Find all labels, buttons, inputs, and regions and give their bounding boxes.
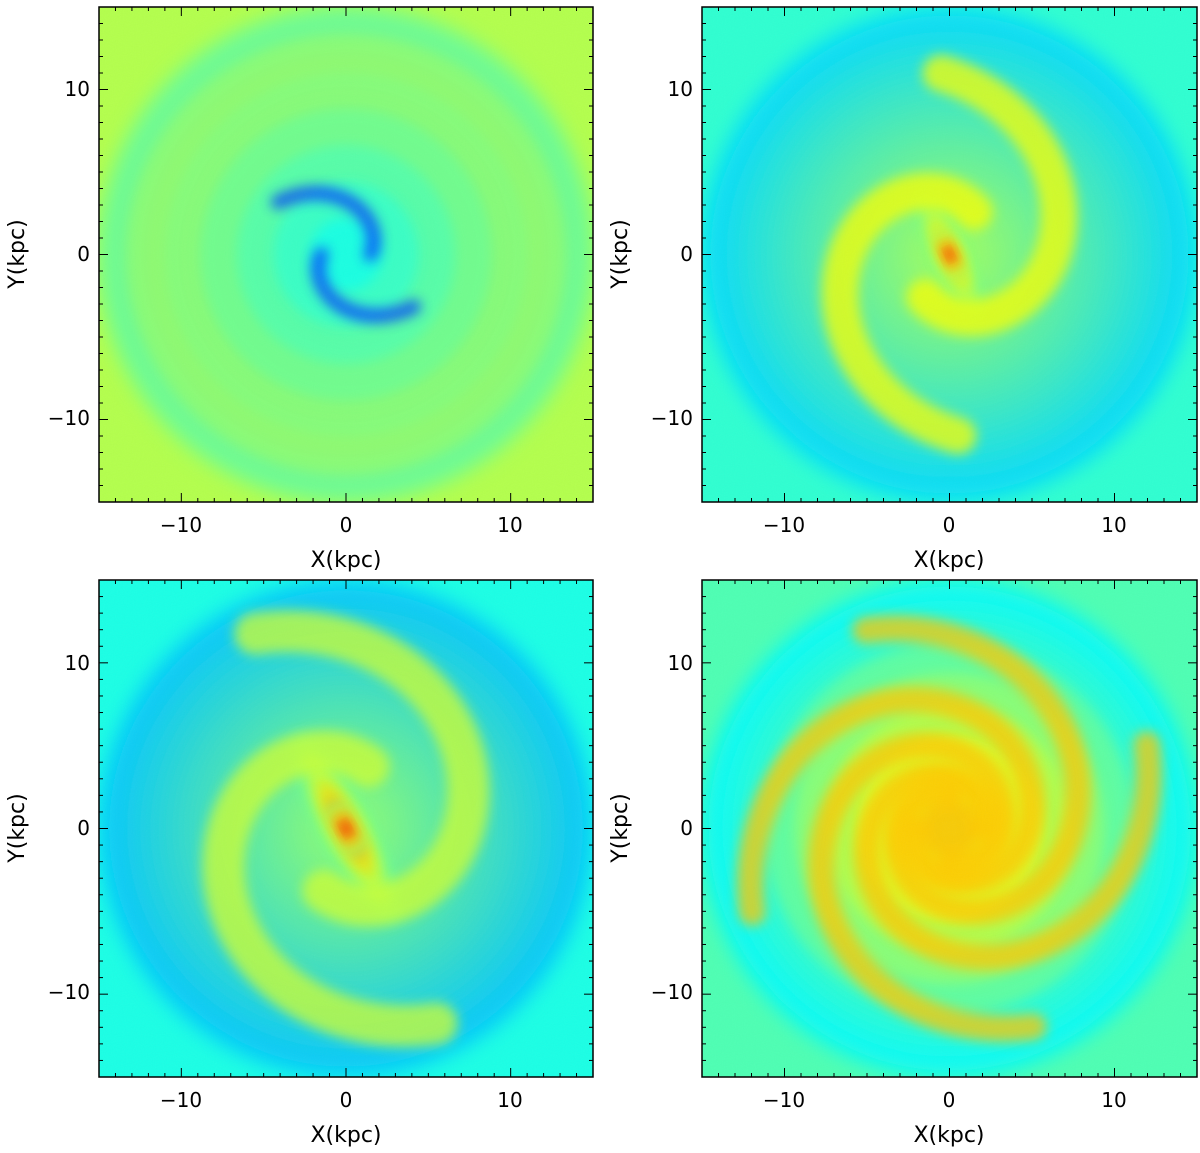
ticks-top-left [98, 6, 594, 503]
y-axis-label: Y(kpc) [608, 793, 633, 863]
y-axis-label: Y(kpc) [5, 219, 30, 289]
x-tick-label-10: 10 [1101, 1088, 1126, 1112]
panel-bottom-left: −10 0 10 10 0 −10 X(kpc) Y(kpc) [5, 579, 594, 1148]
x-axis-label: X(kpc) [913, 548, 984, 573]
x-tick-label-10: 10 [497, 513, 522, 537]
x-tick-label-0: 0 [340, 1088, 353, 1112]
x-tick-label-minus10: −10 [763, 1088, 805, 1112]
y-tick-label-0: 0 [77, 816, 90, 840]
ticks-top-right [701, 6, 1198, 503]
x-tick-label-minus10: −10 [160, 1088, 202, 1112]
panel-bottom-right: −10 0 10 10 0 −10 X(kpc) Y(kpc) [608, 579, 1198, 1148]
noise-overlay [99, 580, 593, 1077]
x-tick-label-minus10: −10 [160, 513, 202, 537]
x-tick-label-10: 10 [1101, 513, 1126, 537]
x-tick-label-10: 10 [497, 1088, 522, 1112]
y-axis-label: Y(kpc) [608, 219, 633, 289]
x-tick-label-0: 0 [340, 513, 353, 537]
x-tick-label-minus10: −10 [763, 513, 805, 537]
y-tick-label-0: 0 [77, 242, 90, 266]
y-tick-label-minus10: −10 [48, 406, 90, 430]
y-tick-label-0: 0 [680, 816, 693, 840]
noise-overlay [702, 580, 1197, 1077]
heatmap-top-left [99, 7, 593, 502]
y-tick-label-10: 10 [668, 651, 693, 675]
y-axis-label: Y(kpc) [5, 793, 30, 863]
y-tick-label-minus10: −10 [651, 406, 693, 430]
heatmap-bottom-left [99, 580, 593, 1077]
heatmap-bottom-right [702, 580, 1197, 1077]
y-tick-label-minus10: −10 [651, 980, 693, 1004]
panel-top-right: −10 0 10 10 0 −10 X(kpc) Y(kpc) [608, 6, 1198, 573]
y-tick-label-0: 0 [680, 242, 693, 266]
x-axis-label: X(kpc) [310, 1123, 381, 1148]
noise-overlay [702, 7, 1197, 502]
y-tick-label-10: 10 [668, 77, 693, 101]
y-tick-label-minus10: −10 [48, 980, 90, 1004]
y-tick-label-10: 10 [65, 651, 90, 675]
heatmap-top-right [702, 7, 1197, 502]
y-tick-label-10: 10 [65, 77, 90, 101]
ticks-bottom-right [701, 579, 1198, 1078]
ticks-bottom-left [98, 579, 594, 1078]
panel-top-left: −10 0 10 10 0 −10 X(kpc) Y(kpc) [5, 6, 594, 573]
x-tick-label-0: 0 [943, 513, 956, 537]
x-axis-label: X(kpc) [310, 548, 381, 573]
x-tick-label-0: 0 [943, 1088, 956, 1112]
noise-overlay [99, 7, 593, 502]
x-axis-label: X(kpc) [913, 1123, 984, 1148]
